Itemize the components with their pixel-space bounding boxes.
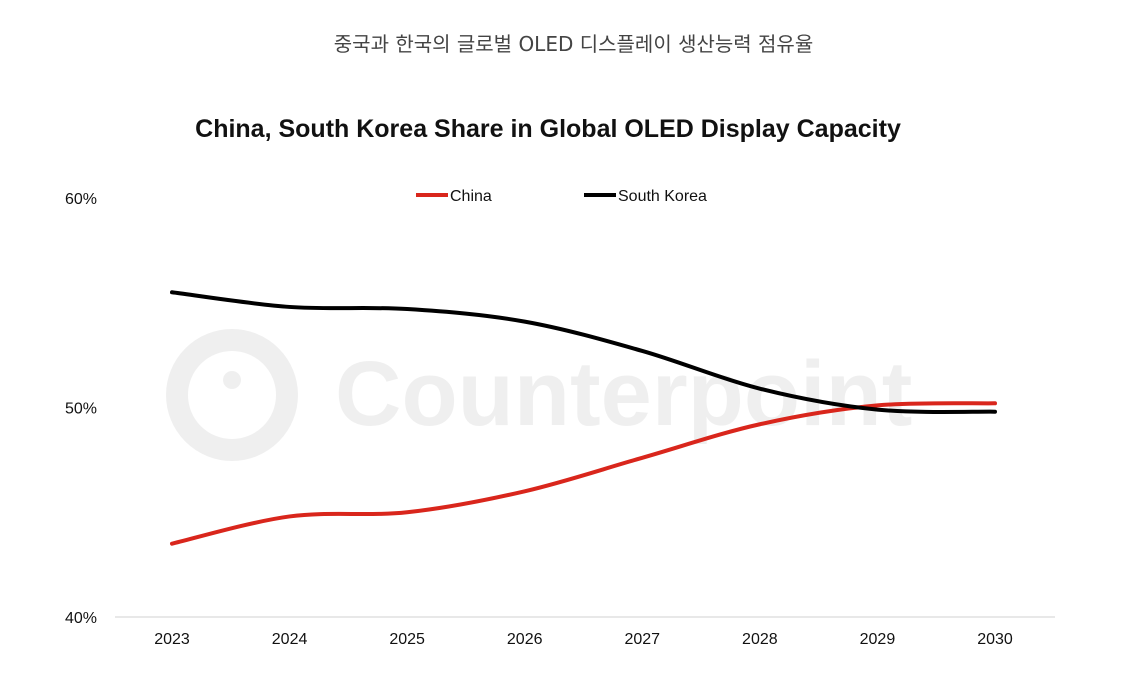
y-tick-label: 50% <box>65 401 97 418</box>
x-tick-label: 2024 <box>272 631 308 648</box>
series-line-south-korea <box>170 290 997 414</box>
legend: China South Korea <box>416 188 707 205</box>
watermark-logo-dot <box>223 371 241 389</box>
y-tick-label: 60% <box>65 191 97 208</box>
x-tick-label: 2023 <box>154 631 190 648</box>
watermark-text: Counterpoint <box>335 343 912 445</box>
legend-label-south-korea: South Korea <box>618 188 707 205</box>
watermark-logo <box>166 329 298 461</box>
chart-title: China, South Korea Share in Global OLED … <box>195 115 901 143</box>
legend-label-china: China <box>450 188 492 205</box>
x-tick-label: 2030 <box>977 631 1013 648</box>
article-caption: 중국과 한국의 글로벌 OLED 디스플레이 생산능력 점유율 <box>333 32 814 56</box>
x-tick-label: 2026 <box>507 631 543 648</box>
watermark: Counterpoint <box>166 329 912 461</box>
x-tick-label: 2025 <box>389 631 425 648</box>
x-tick-label: 2027 <box>624 631 660 648</box>
y-tick-label: 40% <box>65 610 97 627</box>
x-tick-label: 2029 <box>860 631 896 648</box>
x-tick-label: 2028 <box>742 631 778 648</box>
